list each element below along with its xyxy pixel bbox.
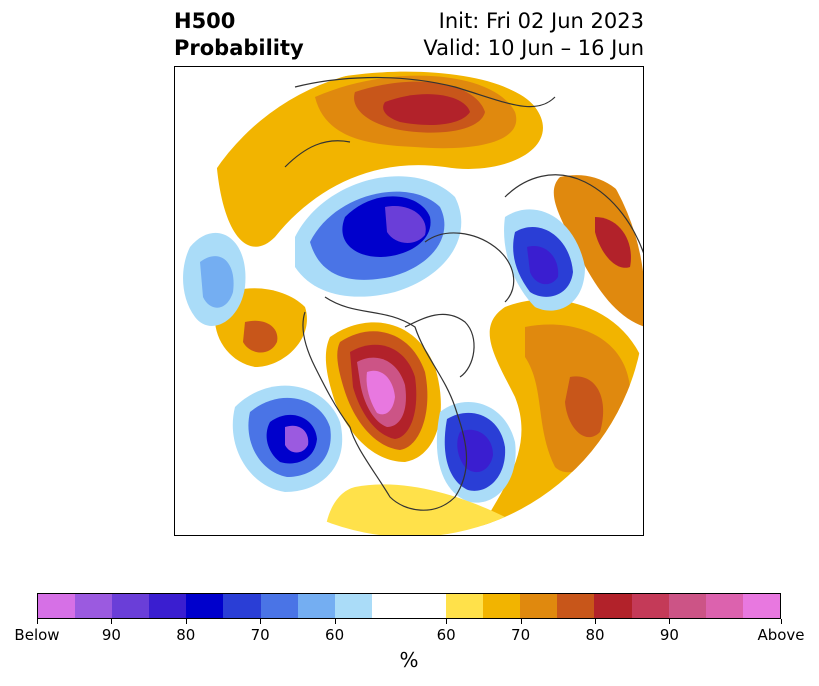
colorbar-tickmark — [669, 619, 671, 624]
title-block-right: Init: Fri 02 Jun 2023 Valid: 10 Jun – 16… — [423, 8, 644, 62]
colorbar-segment-above-2 — [520, 594, 558, 618]
map-panel — [174, 66, 644, 536]
colorbar-segment-above-5 — [631, 594, 669, 618]
colorbar-tick-label: 80 — [176, 626, 196, 644]
colorbar-segment-above-0 — [446, 594, 484, 618]
probability-map — [175, 67, 643, 535]
colorbar-segment-above-7 — [705, 594, 743, 618]
colorbar-segment-below-4 — [186, 594, 224, 618]
colorbar-segment-neutral — [371, 594, 447, 618]
colorbar-segment-above-4 — [594, 594, 632, 618]
title-variable: Probability — [174, 36, 304, 60]
colorbar-tick-label: 60 — [436, 626, 456, 644]
colorbar — [37, 593, 781, 619]
colorbar-tick-label: Above — [757, 626, 805, 644]
colorbar-tick-label: 70 — [511, 626, 531, 644]
colorbar-tickmark — [185, 619, 187, 624]
colorbar-tick-label: 90 — [659, 626, 679, 644]
colorbar-tickmark — [260, 619, 262, 624]
colorbar-segment-above-6 — [668, 594, 706, 618]
colorbar-tickmark — [781, 619, 782, 624]
colorbar-segment-below-5 — [223, 594, 261, 618]
title-block-left: H500 Probability — [174, 8, 304, 62]
colorbar-tick-label: 70 — [250, 626, 270, 644]
colorbar-unit: % — [399, 648, 419, 672]
colorbar-tickmark — [520, 619, 522, 624]
colorbar-tick-label: 90 — [101, 626, 121, 644]
colorbar-segment-below-0 — [38, 594, 76, 618]
colorbar-tick-label: Below — [14, 626, 60, 644]
colorbar-segment-below-7 — [297, 594, 335, 618]
colorbar-segment-above-1 — [483, 594, 521, 618]
colorbar-segment-above-8 — [742, 594, 780, 618]
colorbar-tickmark — [334, 619, 336, 624]
colorbar-tick-label: 80 — [585, 626, 605, 644]
colorbar-tickmark — [446, 619, 448, 624]
coastlines — [284, 76, 643, 511]
colorbar-tickmark — [111, 619, 113, 624]
colorbar-segment-below-1 — [75, 594, 113, 618]
init-date: Init: Fri 02 Jun 2023 — [438, 9, 644, 33]
colorbar-tickmark — [37, 619, 38, 624]
valid-range: Valid: 10 Jun – 16 Jun — [423, 36, 644, 60]
colorbar-tick-label: 60 — [325, 626, 345, 644]
probability-field — [175, 67, 643, 535]
colorbar-segment-above-3 — [557, 594, 595, 618]
colorbar-segment-below-2 — [112, 594, 150, 618]
colorbar-segment-below-3 — [149, 594, 187, 618]
title-field: H500 — [174, 9, 236, 33]
colorbar-segment-below-8 — [334, 594, 372, 618]
colorbar-tickmark — [595, 619, 596, 624]
colorbar-segment-below-6 — [260, 594, 298, 618]
